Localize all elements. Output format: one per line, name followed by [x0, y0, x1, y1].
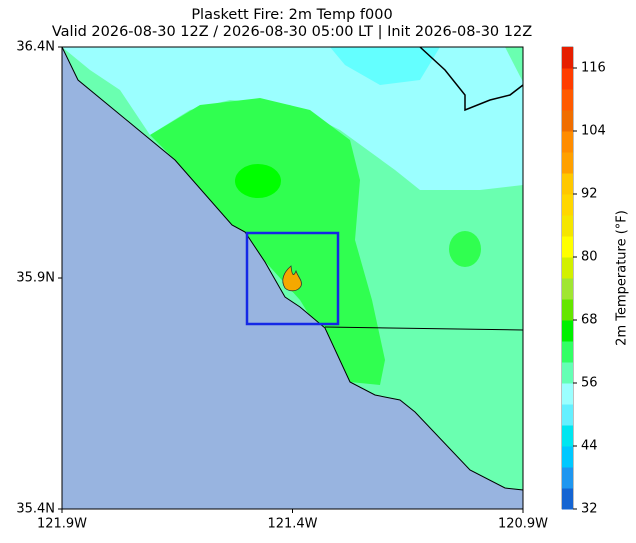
contour-warm-spot — [449, 231, 481, 267]
x-tick-label: 121.4W — [267, 517, 317, 532]
colorbar-band — [562, 467, 573, 489]
colorbar-tick-label: 44 — [581, 439, 598, 454]
y-tick-label: 35.4N — [16, 502, 55, 517]
colorbar-tick-label: 80 — [581, 250, 598, 265]
county-line — [324, 326, 524, 331]
fire-icon — [282, 265, 302, 292]
colorbar-band — [562, 173, 573, 195]
colorbar-tick-label: 92 — [581, 187, 598, 202]
colorbar-band — [562, 278, 573, 300]
y-tick-label: 36.4N — [16, 40, 55, 55]
colorbar-band — [562, 152, 573, 174]
map — [61, 46, 524, 510]
colorbar-band — [562, 404, 573, 426]
contour-cooler — [330, 47, 440, 85]
fire-box — [245, 231, 340, 326]
subtitle: Valid 2026-08-30 12Z / 2026-08-30 05:00 … — [52, 24, 532, 40]
county-line — [419, 46, 524, 112]
colorbar-band — [562, 89, 573, 111]
contour-warm — [150, 98, 385, 385]
colorbar-tick-label: 32 — [581, 502, 598, 517]
colorbar-band — [562, 215, 573, 237]
colorbar-band — [562, 194, 573, 216]
colorbar-band — [562, 47, 573, 69]
colorbar-band — [562, 299, 573, 321]
colorbar-tick-label: 68 — [581, 313, 598, 328]
colorbar-band — [562, 425, 573, 447]
colorbar-band — [562, 362, 573, 384]
title: Plaskett Fire: 2m Temp f000 — [191, 7, 392, 23]
colorbar-band — [562, 131, 573, 153]
colorbar-label: 2m Temperature (°F) — [615, 210, 630, 346]
colorbar-tick-label: 104 — [581, 124, 606, 139]
contour-warmest — [235, 164, 281, 198]
colorbar-band — [562, 257, 573, 279]
contour-cool — [62, 47, 523, 190]
colorbar-band — [562, 446, 573, 468]
colorbar-band — [562, 341, 573, 363]
colorbar-band — [562, 383, 573, 405]
colorbar-band — [562, 68, 573, 90]
x-tick-label: 120.9W — [498, 517, 548, 532]
colorbar-tick-label: 56 — [581, 376, 598, 391]
contour-edge — [505, 47, 523, 82]
y-tick-label: 35.9N — [16, 271, 55, 286]
x-tick-label: 121.9W — [37, 517, 87, 532]
colorbar-band — [562, 236, 573, 258]
colorbar-tick-label: 116 — [581, 61, 606, 76]
colorbar-band — [562, 110, 573, 132]
colorbar-band — [562, 488, 573, 510]
colorbar-band — [562, 320, 573, 342]
